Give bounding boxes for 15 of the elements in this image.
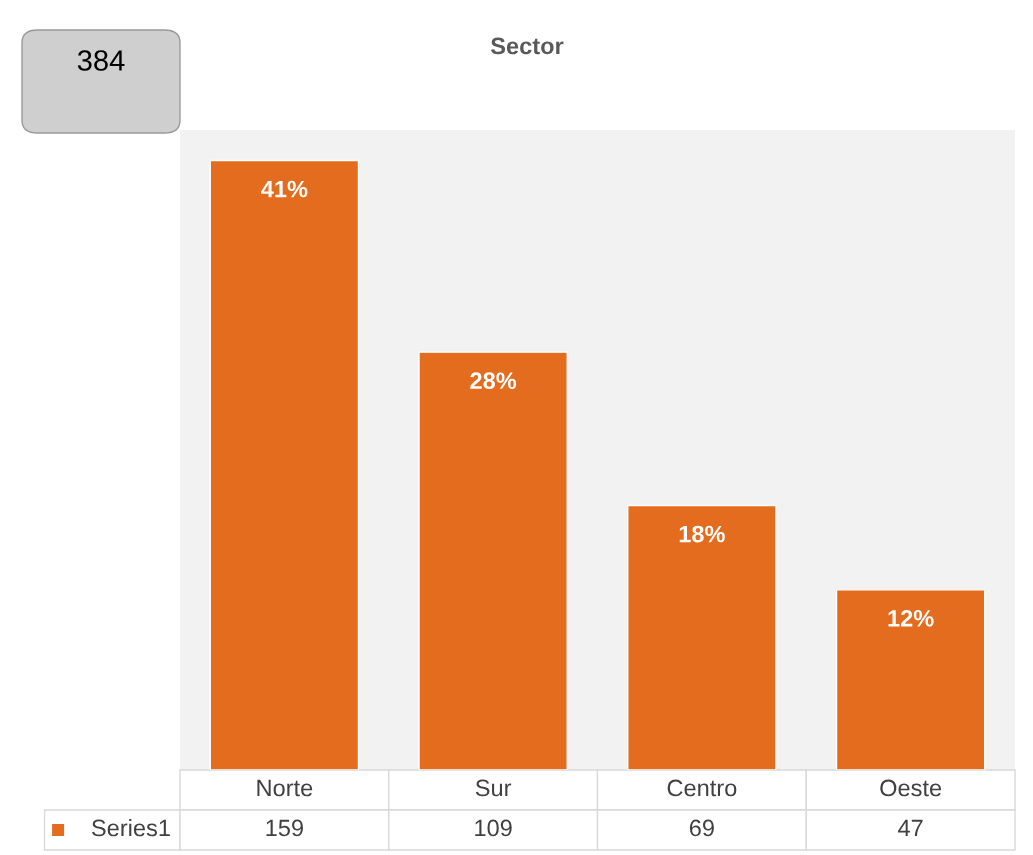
data-label: 109 [475,819,512,837]
annotation: 12% [888,610,934,627]
x-tick-label: Norte [257,779,313,797]
x-tick-label: Oeste [880,779,942,797]
annotation: 18% [679,525,725,543]
x-tick-label: Centro [667,779,737,797]
annotation: 28% [470,372,517,390]
annotation: 41% [261,180,308,198]
x-tick-label: Sur [475,779,512,797]
legend-label: Series1 [92,818,170,837]
data-label: 69 [689,819,714,837]
text: 384 [77,50,125,71]
data-label: 159 [266,819,303,837]
chart-title: Sector [490,37,564,55]
data-label: 47 [898,819,923,837]
